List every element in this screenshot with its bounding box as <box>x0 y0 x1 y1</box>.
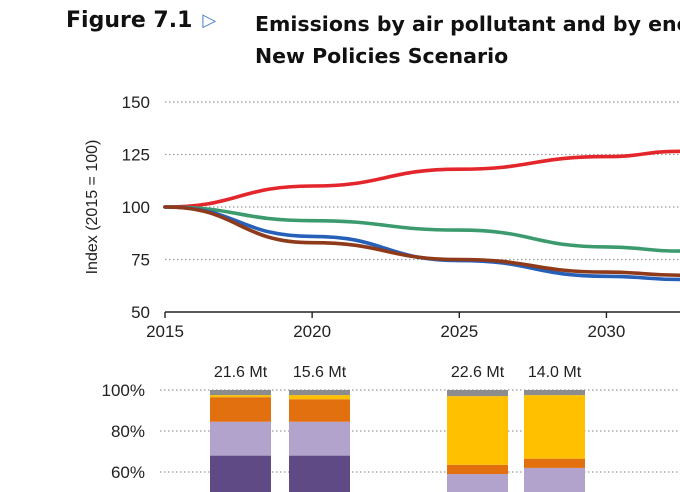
bar-chart-labels: 21.6 Mt 15.6 Mt 22.6 Mt 14.0 Mt <box>214 364 582 381</box>
bar-3-segment-2 <box>447 464 508 475</box>
line-chart-y-tick-label: 50 <box>131 303 150 322</box>
figure-title-line-2: New Policies Scenario <box>255 44 509 68</box>
bar-total-label: 21.6 Mt <box>214 364 268 381</box>
figure-number-text: Figure 7.1 <box>66 8 193 33</box>
line-chart-y-tick-label: 125 <box>122 146 150 165</box>
bar-1-segment-4 <box>210 395 271 398</box>
bar-2-segment-2 <box>289 421 350 456</box>
bar-2-segment-3 <box>289 399 350 422</box>
bar-chart-y-tick-label: 80% <box>111 422 145 441</box>
line-chart-y-tick-label: 75 <box>131 251 150 270</box>
figure-title: Emissions by air pollutant and by ene Ne… <box>255 8 680 72</box>
bar-3-segment-3 <box>447 396 508 465</box>
bar-1-segment-5 <box>210 390 271 396</box>
line-chart-x-ticks: 2015 2020 2025 2030 <box>146 312 625 341</box>
line-chart-grid <box>165 101 680 313</box>
bar-3-segment-1 <box>447 474 508 492</box>
bar-chart-y-tick-label: 60% <box>111 463 145 482</box>
line-chart-y-axis-label: Index (2015 = 100) <box>84 140 101 275</box>
line-chart-x-tick-label: 2020 <box>293 322 331 341</box>
triangle-right-icon[interactable]: ▷ <box>202 10 217 31</box>
bar-4-segment-4 <box>524 390 585 396</box>
line-series-2 <box>163 205 680 253</box>
line-series-4 <box>163 205 680 278</box>
line-series-3 <box>163 205 680 282</box>
bar-4-segment-3 <box>524 395 585 459</box>
line-chart-series <box>163 149 680 282</box>
line-chart-y-ticks: 50 75 100 125 150 <box>122 93 150 322</box>
bar-4-segment-1 <box>524 467 585 492</box>
figure-number: Figure 7.1 ▷ <box>66 8 216 33</box>
bar-1-segment-3 <box>210 397 271 422</box>
bar-1-segment-2 <box>210 421 271 456</box>
bar-chart-grid <box>160 389 680 473</box>
bar-chart-y-tick-label: 100% <box>102 381 145 400</box>
line-chart-x-tick-label: 2015 <box>146 322 184 341</box>
figure-title-line-1: Emissions by air pollutant and by ene <box>255 12 680 36</box>
line-chart-x-tick-label: 2030 <box>588 322 626 341</box>
bar-total-label: 14.0 Mt <box>528 364 582 381</box>
line-chart-y-tick-label: 150 <box>122 93 150 112</box>
bar-total-label: 22.6 Mt <box>451 364 505 381</box>
line-chart-y-tick-label: 100 <box>122 198 150 217</box>
bar-2-segment-4 <box>289 395 350 400</box>
bar-total-label: 15.6 Mt <box>293 364 347 381</box>
line-chart-x-tick-label: 2025 <box>440 322 478 341</box>
bar-1-segment-1 <box>210 455 271 492</box>
bar-2-segment-1 <box>289 455 350 492</box>
bar-chart-bars <box>210 390 585 492</box>
line-series-1 <box>163 149 680 209</box>
bar-chart-y-ticks: 60% 80% 100% <box>102 381 145 482</box>
bar-4-segment-2 <box>524 458 585 468</box>
bar-3-segment-4 <box>447 390 508 397</box>
bar-2-segment-5 <box>289 390 350 396</box>
